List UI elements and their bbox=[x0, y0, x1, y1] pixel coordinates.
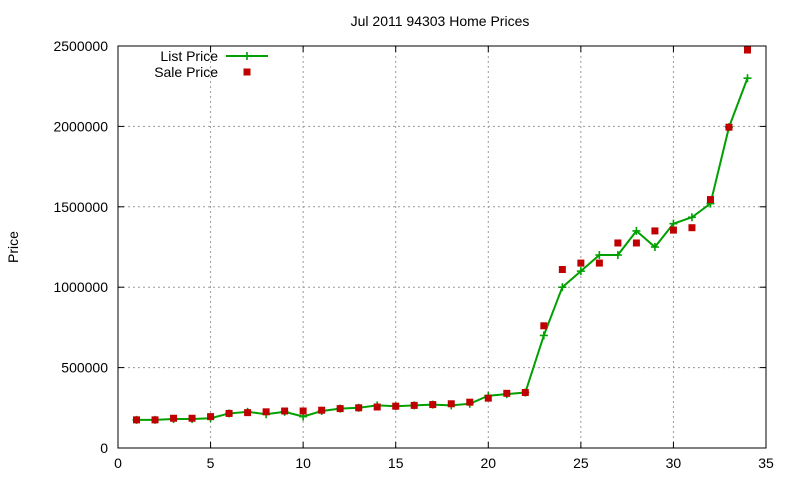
y-tick-label-1: 500000 bbox=[61, 360, 108, 376]
sale-price-point bbox=[336, 405, 344, 413]
sale-price-point bbox=[595, 259, 603, 267]
sale-price-point bbox=[725, 123, 733, 131]
sale-price-point bbox=[355, 404, 363, 412]
series-layer bbox=[132, 46, 752, 424]
sale-price-point bbox=[577, 259, 585, 267]
list-price-point bbox=[539, 331, 548, 340]
sale-price-point bbox=[540, 322, 548, 330]
y-tick-label-3: 1500000 bbox=[53, 199, 108, 215]
sale-price-point bbox=[244, 409, 252, 417]
y-tick-label-0: 0 bbox=[100, 440, 108, 456]
sale-price-point bbox=[521, 389, 529, 397]
sale-price-point bbox=[410, 401, 418, 409]
sale-price-point bbox=[558, 266, 566, 274]
x-tick-label-3: 15 bbox=[388, 455, 404, 471]
x-tick-label-2: 10 bbox=[295, 455, 311, 471]
y-tick-label-4: 2000000 bbox=[53, 118, 108, 134]
sale-price-point bbox=[614, 239, 622, 247]
sale-price-point bbox=[466, 398, 474, 406]
sale-price-point bbox=[188, 414, 196, 422]
legend-label-sale-price: Sale Price bbox=[154, 64, 218, 80]
sale-price-point bbox=[688, 224, 696, 232]
sale-price-point bbox=[632, 239, 640, 247]
sale-price-point bbox=[262, 408, 270, 416]
sale-price-point bbox=[207, 413, 215, 421]
series-list-price-line bbox=[136, 77, 749, 421]
x-tick-label-5: 25 bbox=[573, 455, 589, 471]
list-price-point bbox=[558, 283, 567, 292]
y-tick-label-2: 1000000 bbox=[53, 279, 108, 295]
list-price-point bbox=[650, 243, 659, 251]
list-price-point bbox=[669, 219, 678, 228]
x-tick-label-4: 20 bbox=[480, 455, 496, 471]
x-tick-label-0: 0 bbox=[114, 455, 122, 471]
sale-price-point bbox=[225, 409, 233, 417]
y-axis-label: Price bbox=[5, 231, 21, 263]
legend-label-list-price: List Price bbox=[160, 48, 218, 64]
chart-title: Jul 2011 94303 Home Prices bbox=[351, 13, 530, 29]
x-tick-label-7: 35 bbox=[758, 455, 774, 471]
list-price-point bbox=[576, 267, 585, 276]
list-price-point bbox=[743, 74, 752, 83]
sale-price-point bbox=[447, 400, 455, 408]
list-price-point bbox=[687, 213, 696, 222]
tick-label-layer: 0 5 10 15 20 25 30 35 0 500000 1000000 1500000 20000… bbox=[53, 38, 774, 471]
sale-price-point bbox=[669, 226, 677, 234]
sale-price-point bbox=[743, 46, 751, 54]
sale-price-point bbox=[281, 407, 289, 415]
sale-price-point bbox=[429, 401, 437, 409]
x-tick-label-1: 5 bbox=[207, 455, 215, 471]
sale-price-point bbox=[503, 389, 511, 397]
axis-layer bbox=[117, 45, 767, 449]
sale-price-point bbox=[373, 403, 381, 411]
list-price-point bbox=[613, 251, 622, 260]
sale-price-point bbox=[151, 416, 159, 424]
grid-layer bbox=[118, 46, 766, 448]
sale-price-point bbox=[484, 394, 492, 402]
sale-price-point bbox=[392, 402, 400, 410]
sale-price-point bbox=[133, 416, 141, 424]
sale-price-point bbox=[299, 407, 307, 415]
sale-price-point bbox=[318, 406, 326, 414]
sale-price-point bbox=[706, 196, 714, 204]
sale-price-point bbox=[170, 414, 178, 422]
sale-price-point bbox=[651, 227, 659, 235]
list-price-point bbox=[632, 226, 641, 235]
legend-swatch-sale-price bbox=[243, 68, 251, 76]
x-tick-label-6: 30 bbox=[666, 455, 682, 471]
list-price-point bbox=[595, 251, 604, 260]
y-tick-label-5: 2500000 bbox=[53, 38, 108, 54]
plot-frame bbox=[117, 45, 767, 449]
